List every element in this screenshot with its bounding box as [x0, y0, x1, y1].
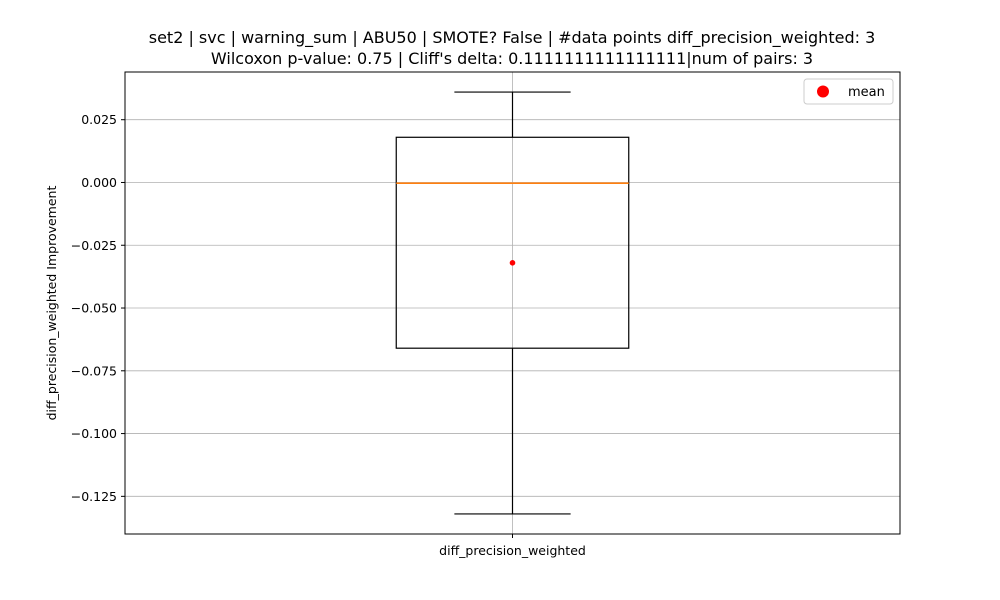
chart-title: set2 | svc | warning_sum | ABU50 | SMOTE… [149, 28, 876, 48]
x-tick-label: diff_precision_weighted [439, 543, 586, 558]
box-elements [395, 91, 630, 515]
y-tick-label: −0.075 [71, 363, 117, 378]
y-axis-ticks: 0.025 0.000 −0.025 −0.050 −0.075 −0.100 −0.125 [71, 112, 125, 504]
y-tick-label: 0.025 [81, 112, 117, 127]
y-tick-label: −0.025 [71, 238, 117, 253]
legend-mean-marker [817, 85, 829, 98]
y-tick-label: 0.000 [81, 175, 117, 190]
iqr-box [395, 136, 630, 349]
mean-marker [509, 260, 516, 266]
plot-frame [124, 71, 901, 535]
legend-entry-mean: mean [848, 85, 885, 100]
legend: mean [803, 78, 894, 105]
legend-frame [803, 78, 894, 105]
y-tick-label: −0.050 [71, 301, 117, 316]
y-tick-label: −0.100 [71, 426, 117, 441]
x-axis-ticks: diff_precision_weighted [439, 534, 586, 558]
y-axis-label: diff_precision_weighted Improvement [44, 186, 59, 421]
chart-subtitle: Wilcoxon p-value: 0.75 | Cliff's delta: … [211, 49, 813, 68]
y-tick-label: −0.125 [71, 489, 117, 504]
